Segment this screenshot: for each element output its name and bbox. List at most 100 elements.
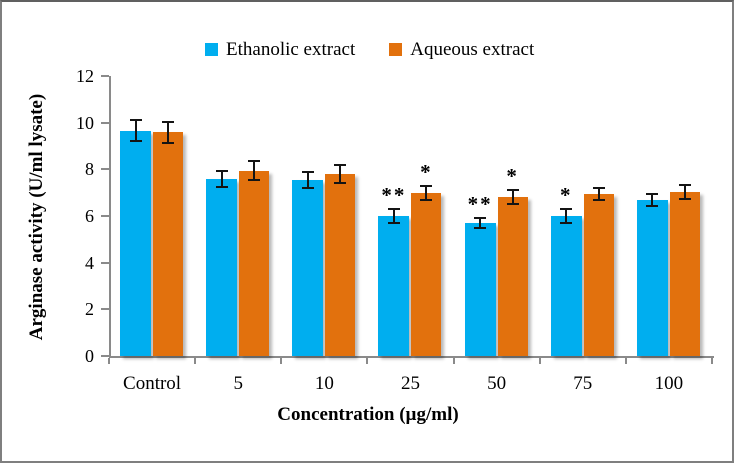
y-axis-tick: [101, 355, 109, 357]
significance-marker: **: [381, 183, 407, 207]
error-bar-top-cap: [129, 119, 142, 122]
significance-marker: **: [467, 192, 493, 217]
bar-ethanolic-50: [464, 223, 496, 356]
error-bar-bottom-cap: [248, 178, 261, 181]
y-axis-tick-label: 10: [76, 112, 94, 133]
error-bar: [683, 184, 686, 199]
error-bar: [511, 190, 514, 205]
error-bar-top-cap: [387, 208, 400, 210]
bar-aqueous-100: [669, 191, 700, 356]
legend-item-ethanolic: Ethanolic extract: [205, 40, 355, 59]
x-axis-category-label: 5: [233, 373, 243, 394]
y-axis-tick: [101, 308, 109, 311]
error-bar-bottom-cap: [420, 198, 433, 201]
x-axis-category-label: 25: [401, 373, 420, 394]
x-axis-category-label: 100: [654, 373, 684, 394]
legend-item-aqueous: Aqueous extract: [389, 40, 534, 59]
bar-aqueous-control: [153, 132, 183, 356]
x-axis-tick: [452, 358, 455, 364]
error-bar-bottom-cap: [592, 198, 605, 201]
error-bar-bottom-cap: [387, 222, 400, 224]
error-bar-bottom-cap: [506, 203, 519, 206]
significance-marker: *: [559, 183, 573, 207]
x-axis-tick: [280, 358, 283, 364]
error-bar-bottom-cap: [474, 226, 487, 229]
x-axis-category-label: 50: [487, 373, 507, 394]
error-bar-top-cap: [215, 169, 228, 172]
error-bar: [253, 161, 256, 180]
legend: Ethanolic extract Aqueous extract: [205, 40, 534, 59]
error-bar-bottom-cap: [646, 204, 659, 207]
bar-aqueous-10: [325, 174, 356, 356]
error-bar: [479, 218, 482, 228]
error-bar-bottom-cap: [560, 222, 573, 224]
x-axis-category-label: 75: [573, 373, 593, 394]
bar-ethanolic-75: [550, 216, 582, 356]
legend-swatch-ethanolic: [205, 43, 218, 56]
error-bar-bottom-cap: [678, 197, 691, 200]
error-bar-top-cap: [301, 170, 314, 173]
error-bar-bottom-cap: [129, 140, 142, 143]
error-bar: [425, 185, 428, 200]
bar-aqueous-75: [583, 193, 614, 356]
bar-aqueous-25: [411, 192, 442, 356]
bar-aqueous-50: [497, 197, 528, 356]
bar-ethanolic-100: [636, 199, 668, 356]
plot-area: [109, 76, 714, 358]
error-bar: [651, 193, 654, 206]
y-axis-tick: [101, 75, 109, 77]
bar-aqueous-5: [239, 170, 270, 356]
x-axis-tick: [711, 358, 713, 364]
y-axis-tick-label: 2: [85, 299, 94, 320]
error-bar-top-cap: [592, 187, 605, 189]
y-axis-tick: [101, 261, 109, 264]
bar-ethanolic-control: [120, 130, 151, 356]
y-axis-tick-label: 0: [85, 346, 94, 366]
y-axis-tick: [101, 121, 109, 124]
error-bar: [392, 209, 395, 223]
error-bar: [339, 164, 342, 184]
error-bar-top-cap: [560, 208, 573, 210]
x-axis-tick: [366, 358, 369, 364]
x-axis-tick: [108, 358, 110, 364]
error-bar-bottom-cap: [334, 182, 347, 185]
error-bar: [220, 170, 223, 187]
significance-marker: *: [506, 164, 519, 189]
y-axis-tick-label: 4: [85, 252, 94, 273]
x-axis-title: Concentration (µg/ml): [277, 404, 459, 425]
y-axis-tick-label: 8: [85, 159, 94, 180]
error-bar-top-cap: [248, 160, 261, 163]
error-bar: [134, 120, 137, 142]
error-bar-top-cap: [334, 163, 347, 166]
y-axis-tick-label: 6: [85, 206, 94, 226]
y-axis-tick-label: 12: [76, 66, 94, 86]
error-bar-bottom-cap: [301, 187, 314, 189]
error-bar: [306, 171, 309, 188]
error-bar-top-cap: [506, 189, 519, 192]
error-bar-bottom-cap: [215, 185, 228, 188]
legend-label-aqueous: Aqueous extract: [410, 39, 535, 60]
error-bar-top-cap: [474, 217, 487, 220]
error-bar-top-cap: [420, 184, 433, 187]
legend-swatch-aqueous: [389, 43, 403, 56]
x-axis-tick: [194, 358, 197, 364]
error-bar-top-cap: [162, 120, 174, 123]
bar-ethanolic-10: [292, 179, 324, 356]
error-bar: [597, 188, 600, 200]
error-bar-top-cap: [678, 183, 691, 186]
bar-ethanolic-5: [206, 178, 238, 356]
x-axis-tick: [538, 358, 541, 364]
legend-label-ethanolic: Ethanolic extract: [226, 39, 356, 60]
error-bar-bottom-cap: [162, 141, 174, 144]
error-bar-top-cap: [646, 192, 659, 195]
significance-marker: *: [420, 159, 433, 184]
error-bar: [167, 121, 169, 143]
error-bar: [565, 209, 568, 223]
y-axis-tick: [101, 168, 109, 171]
x-axis-tick: [624, 358, 627, 364]
x-axis-category-label: Control: [123, 373, 182, 394]
bar-ethanolic-25: [378, 216, 410, 356]
y-axis-tick: [101, 215, 109, 217]
x-axis-category-label: 10: [314, 373, 334, 394]
